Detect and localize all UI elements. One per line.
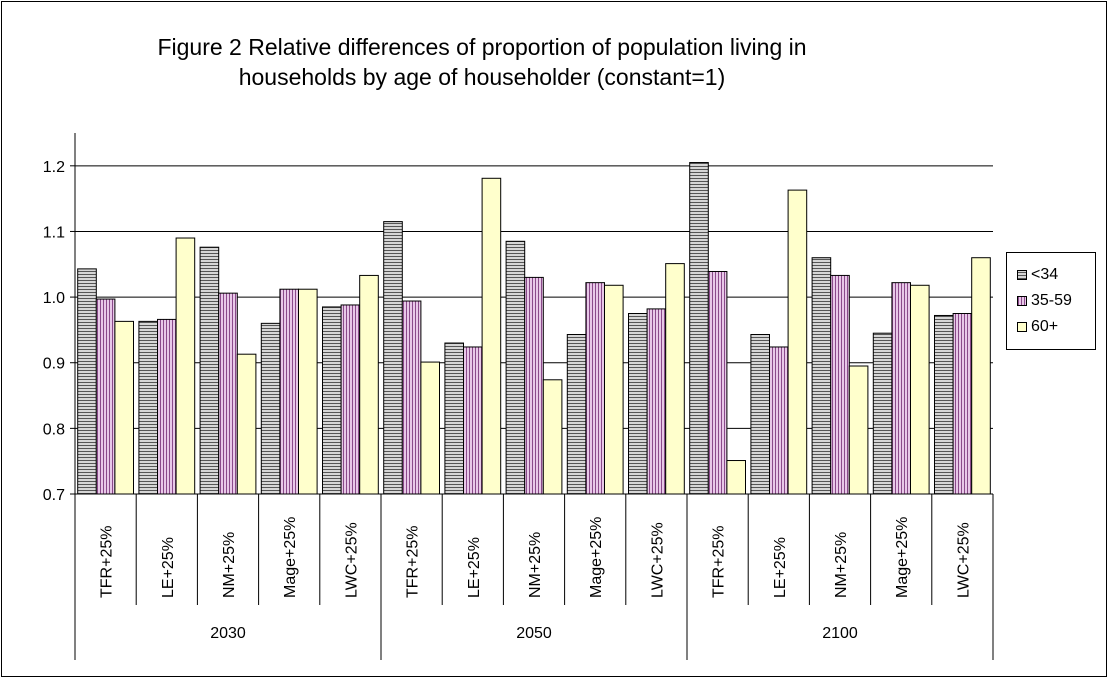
legend-item-under-34: <34 [1017, 265, 1058, 285]
bar-60-plus-7 [542, 379, 563, 495]
category-label: LWC+25% [955, 522, 972, 598]
category-label: TFR+25% [405, 526, 422, 598]
group-label: 2100 [822, 625, 858, 642]
bar-under-34-0 [77, 268, 97, 495]
category-label: LE+25% [160, 537, 177, 598]
legend-item-35-59: 35-59 [1017, 291, 1072, 311]
category-label: Mage+25% [282, 517, 299, 598]
bar-under-34-4 [322, 306, 342, 495]
category-label: NM+25% [527, 532, 544, 598]
category-label: Mage+25% [588, 517, 605, 598]
bar-60-plus-4 [359, 274, 379, 495]
legend-item-60-plus: 60+ [1017, 317, 1058, 337]
bar-60-plus-9 [665, 263, 685, 495]
group-label: 2050 [516, 625, 552, 642]
legend-swatch-under-34 [1017, 270, 1027, 280]
bar-under-34-6 [444, 342, 464, 495]
bar-35-59-7 [524, 276, 544, 495]
category-label: TFR+25% [99, 526, 116, 598]
legend-label-35-59: 35-59 [1031, 292, 1072, 309]
category-label: LE+25% [772, 537, 789, 598]
bar-35-59-12 [830, 274, 850, 495]
bar-35-59-3 [279, 288, 299, 495]
chart-title: Figure 2 Relative differences of proport… [102, 32, 862, 92]
legend-label-60-plus: 60+ [1031, 318, 1059, 335]
y-tick-label: 0.8 [43, 421, 65, 438]
bar-35-59-2 [218, 292, 238, 495]
y-tick-label: 0.7 [43, 487, 65, 504]
legend-swatch-35-59 [1017, 296, 1027, 306]
y-tick-label: 1.2 [43, 159, 65, 176]
y-tick-label: 0.9 [43, 356, 65, 373]
bar-60-plus-12 [848, 365, 869, 495]
category-label: LWC+25% [343, 522, 360, 598]
category-label: Mage+25% [894, 517, 911, 598]
bar-60-plus-14 [971, 257, 991, 495]
chart-title-line-2: households by age of householder (consta… [238, 64, 726, 90]
category-label: LWC+25% [649, 522, 666, 598]
bar-60-plus-2 [236, 353, 257, 495]
bar-under-34-2 [199, 246, 220, 495]
bar-35-59-6 [463, 346, 483, 495]
bar-under-34-14 [934, 314, 954, 495]
bar-35-59-4 [340, 304, 361, 495]
bar-under-34-10 [689, 162, 709, 495]
legend: <34 35-59 60+ [1006, 252, 1096, 350]
bar-35-59-14 [952, 313, 973, 495]
bar-35-59-0 [95, 298, 116, 495]
bar-under-34-9 [628, 313, 648, 495]
bar-under-34-7 [505, 240, 526, 495]
group-label: 2030 [210, 625, 246, 642]
legend-label-under-34: <34 [1031, 266, 1059, 283]
bar-under-34-1 [138, 320, 158, 495]
bar-under-34-5 [383, 221, 403, 495]
bar-under-34-8 [566, 334, 587, 495]
category-label: NM+25% [221, 532, 238, 598]
chart-title-line-1: Figure 2 Relative differences of proport… [157, 34, 807, 60]
bar-60-plus-10 [726, 460, 747, 495]
bar-under-34-11 [750, 334, 771, 495]
bar-60-plus-5 [420, 361, 440, 495]
bar-60-plus-11 [787, 189, 808, 495]
category-label: NM+25% [833, 532, 850, 598]
bar-35-59-5 [401, 300, 422, 495]
bar-under-34-13 [872, 332, 893, 495]
bar-60-plus-6 [481, 177, 502, 495]
bar-under-34-12 [811, 257, 832, 495]
bar-35-59-10 [707, 270, 728, 495]
y-tick-label: 1.1 [43, 224, 65, 241]
bar-60-plus-0 [114, 320, 135, 495]
plot-area: 0.7 0.8 0.9 1.0 1.1 1.2 TFR+25% LE+25% NM+25% Mag… [43, 133, 994, 660]
legend-swatch-60-plus [1017, 322, 1027, 332]
category-label: TFR+25% [711, 526, 728, 598]
bar-under-34-3 [260, 322, 281, 495]
bar-60-plus-1 [175, 237, 196, 495]
category-label: LE+25% [466, 537, 483, 598]
bar-60-plus-3 [298, 288, 318, 495]
bar-35-59-9 [646, 308, 667, 495]
bar-35-59-11 [769, 346, 789, 495]
bar-35-59-1 [157, 318, 177, 495]
bar-60-plus-13 [910, 284, 930, 495]
bar-35-59-13 [891, 282, 912, 495]
bar-35-59-8 [585, 282, 606, 495]
bar-60-plus-8 [604, 284, 624, 495]
y-tick-label: 1.0 [43, 290, 65, 307]
